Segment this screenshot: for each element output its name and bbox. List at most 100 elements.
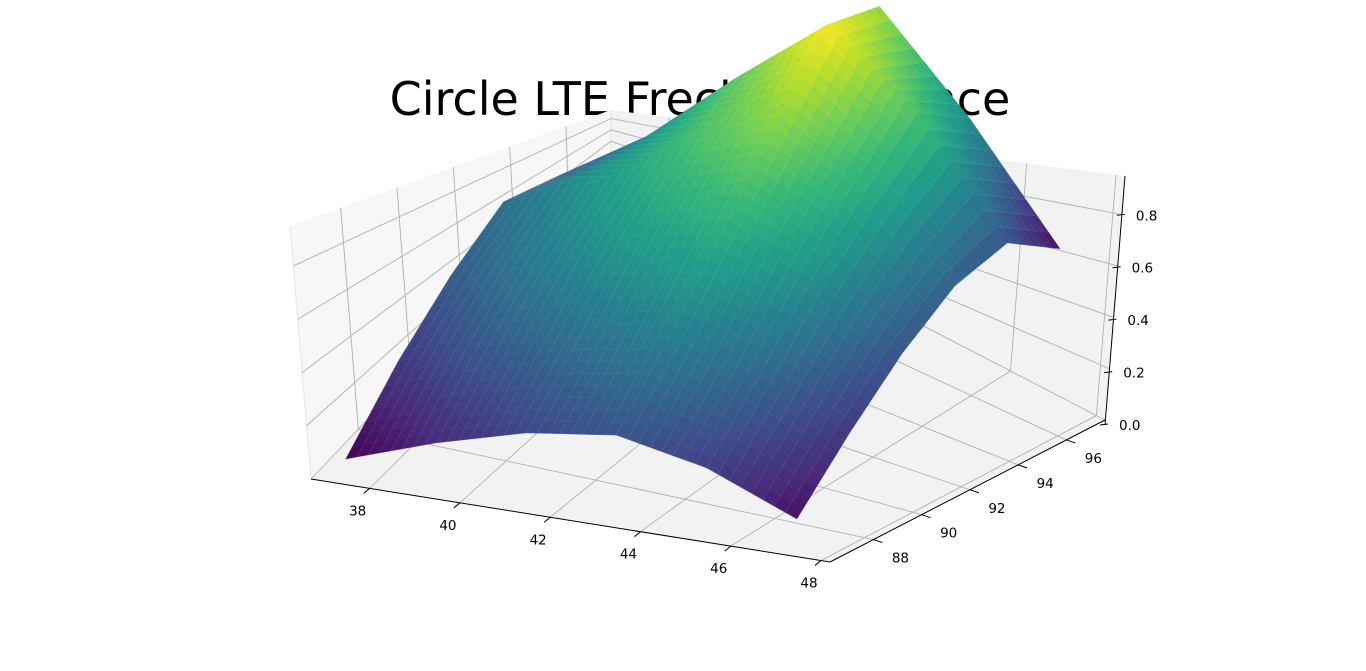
z-tick-mark xyxy=(1116,213,1125,216)
surface-patch xyxy=(824,436,844,456)
surface-mesh-line xyxy=(751,177,1015,494)
surface-mesh-line xyxy=(548,54,812,434)
surface-mesh-line xyxy=(774,210,1038,507)
surface-patch xyxy=(989,226,1008,249)
pane-edge xyxy=(289,225,312,480)
surface-mesh-line xyxy=(458,115,722,441)
surface-mesh-line xyxy=(345,176,609,460)
x-tick-mark xyxy=(724,545,732,552)
grid-line-z xyxy=(293,118,612,267)
z-tick-label: 0.4 xyxy=(1127,313,1148,329)
surface-patch xyxy=(903,317,923,338)
x-tick-label: 38 xyxy=(349,503,366,519)
surface-mesh-line xyxy=(446,122,711,442)
surface-mesh-line xyxy=(413,141,677,448)
surface-patch xyxy=(910,308,929,329)
surface-mesh-line xyxy=(582,30,846,435)
x-tick-label: 40 xyxy=(439,518,456,534)
surface-mesh-line xyxy=(627,20,891,440)
surface-mesh-line xyxy=(435,129,700,444)
grid-line-y xyxy=(358,428,874,541)
y-axis-line xyxy=(829,419,1106,563)
surface-mesh-line xyxy=(695,101,959,465)
y-tick-mark xyxy=(921,514,931,519)
surface-mesh-line xyxy=(638,34,903,444)
z-tick-mark xyxy=(1104,371,1113,374)
x-tick-label: 46 xyxy=(710,561,727,577)
surface-mesh-line xyxy=(390,153,654,452)
x-tick-label: 48 xyxy=(800,576,817,592)
surface-mesh-line xyxy=(469,107,733,440)
y-tick-label: 88 xyxy=(892,551,909,567)
y-tick-label: 94 xyxy=(1037,476,1054,492)
z-tick-label: 0.6 xyxy=(1132,261,1153,277)
grid-line-x xyxy=(730,370,1011,547)
z-tick-mark xyxy=(1112,266,1121,269)
z-tick-mark xyxy=(1099,423,1109,426)
surface-mesh-line xyxy=(683,90,948,460)
surface-mesh-line xyxy=(492,93,756,437)
surface-mesh-line xyxy=(356,170,621,458)
surface-mesh-line xyxy=(706,112,970,469)
x-tick-mark xyxy=(363,487,370,494)
surface-mesh-line xyxy=(740,161,1004,488)
grid-line-z xyxy=(297,129,612,320)
grid-line-y xyxy=(340,207,359,430)
surface-mesh-line xyxy=(367,164,632,456)
y-tick-mark xyxy=(969,489,980,494)
z-axis-line xyxy=(1104,175,1126,426)
grid-line-x xyxy=(1095,174,1117,416)
surface-mesh-line xyxy=(762,193,1027,501)
y-tick-label: 90 xyxy=(940,526,957,542)
grid-line-y xyxy=(396,187,412,375)
surface-patch xyxy=(962,250,982,271)
z-tick-mark xyxy=(1108,318,1117,321)
surface-patch xyxy=(785,501,804,520)
surface-mesh-line xyxy=(649,48,914,448)
y-tick-mark xyxy=(873,539,883,544)
y-tick-label: 96 xyxy=(1085,451,1102,467)
x-tick-mark xyxy=(634,531,641,538)
surface-mesh-line xyxy=(593,22,858,435)
surface-patch xyxy=(949,261,969,282)
surface-mesh-line xyxy=(379,158,643,454)
y-tick-label: 92 xyxy=(988,501,1005,517)
surface-patch xyxy=(870,364,890,384)
surface-mesh-line xyxy=(401,147,666,450)
surface-mesh-line xyxy=(503,85,767,436)
x-tick-label: 42 xyxy=(530,532,547,548)
z-tick-label: 0.0 xyxy=(1119,418,1140,434)
surface-mesh-line xyxy=(570,38,835,435)
surface-plot xyxy=(345,5,1061,520)
surface-mesh-line xyxy=(785,226,1049,513)
surface-mesh-line xyxy=(480,100,745,439)
surface-patch xyxy=(1021,229,1041,247)
z-tick-label: 0.2 xyxy=(1123,366,1144,382)
surface-mesh-line xyxy=(796,242,1061,520)
z-tick-label: 0.8 xyxy=(1136,208,1157,224)
y-tick-mark xyxy=(1017,464,1028,469)
x-tick-mark xyxy=(814,560,822,566)
surface-patch xyxy=(877,353,897,374)
surface-mesh-line xyxy=(514,78,779,435)
surface-mesh-line xyxy=(424,135,688,446)
surface-mesh-line xyxy=(559,46,824,434)
surface-patch xyxy=(995,226,1015,245)
axis-ticks: 38 40 42 44 46 48 88 90 92 94 96 0.0 0.2 0.4 0.6 0.8 xyxy=(310,175,1157,592)
surface-mesh-line xyxy=(525,70,790,434)
grid-line-x xyxy=(820,415,1097,561)
surface-mesh-line xyxy=(672,76,936,456)
x-tick-label: 44 xyxy=(620,547,637,563)
surface-mesh-line xyxy=(604,14,869,436)
x-axis-line xyxy=(310,478,831,563)
surface-mesh-line xyxy=(717,128,982,475)
x-tick-mark xyxy=(453,502,461,509)
surface-mesh-line xyxy=(616,6,880,436)
x-tick-mark xyxy=(543,516,551,523)
surface-patch xyxy=(798,479,818,499)
surface-mesh-line xyxy=(661,62,925,452)
surface-mesh-line xyxy=(728,144,993,481)
surface-mesh-line xyxy=(537,62,801,434)
surface-patch xyxy=(857,384,877,404)
